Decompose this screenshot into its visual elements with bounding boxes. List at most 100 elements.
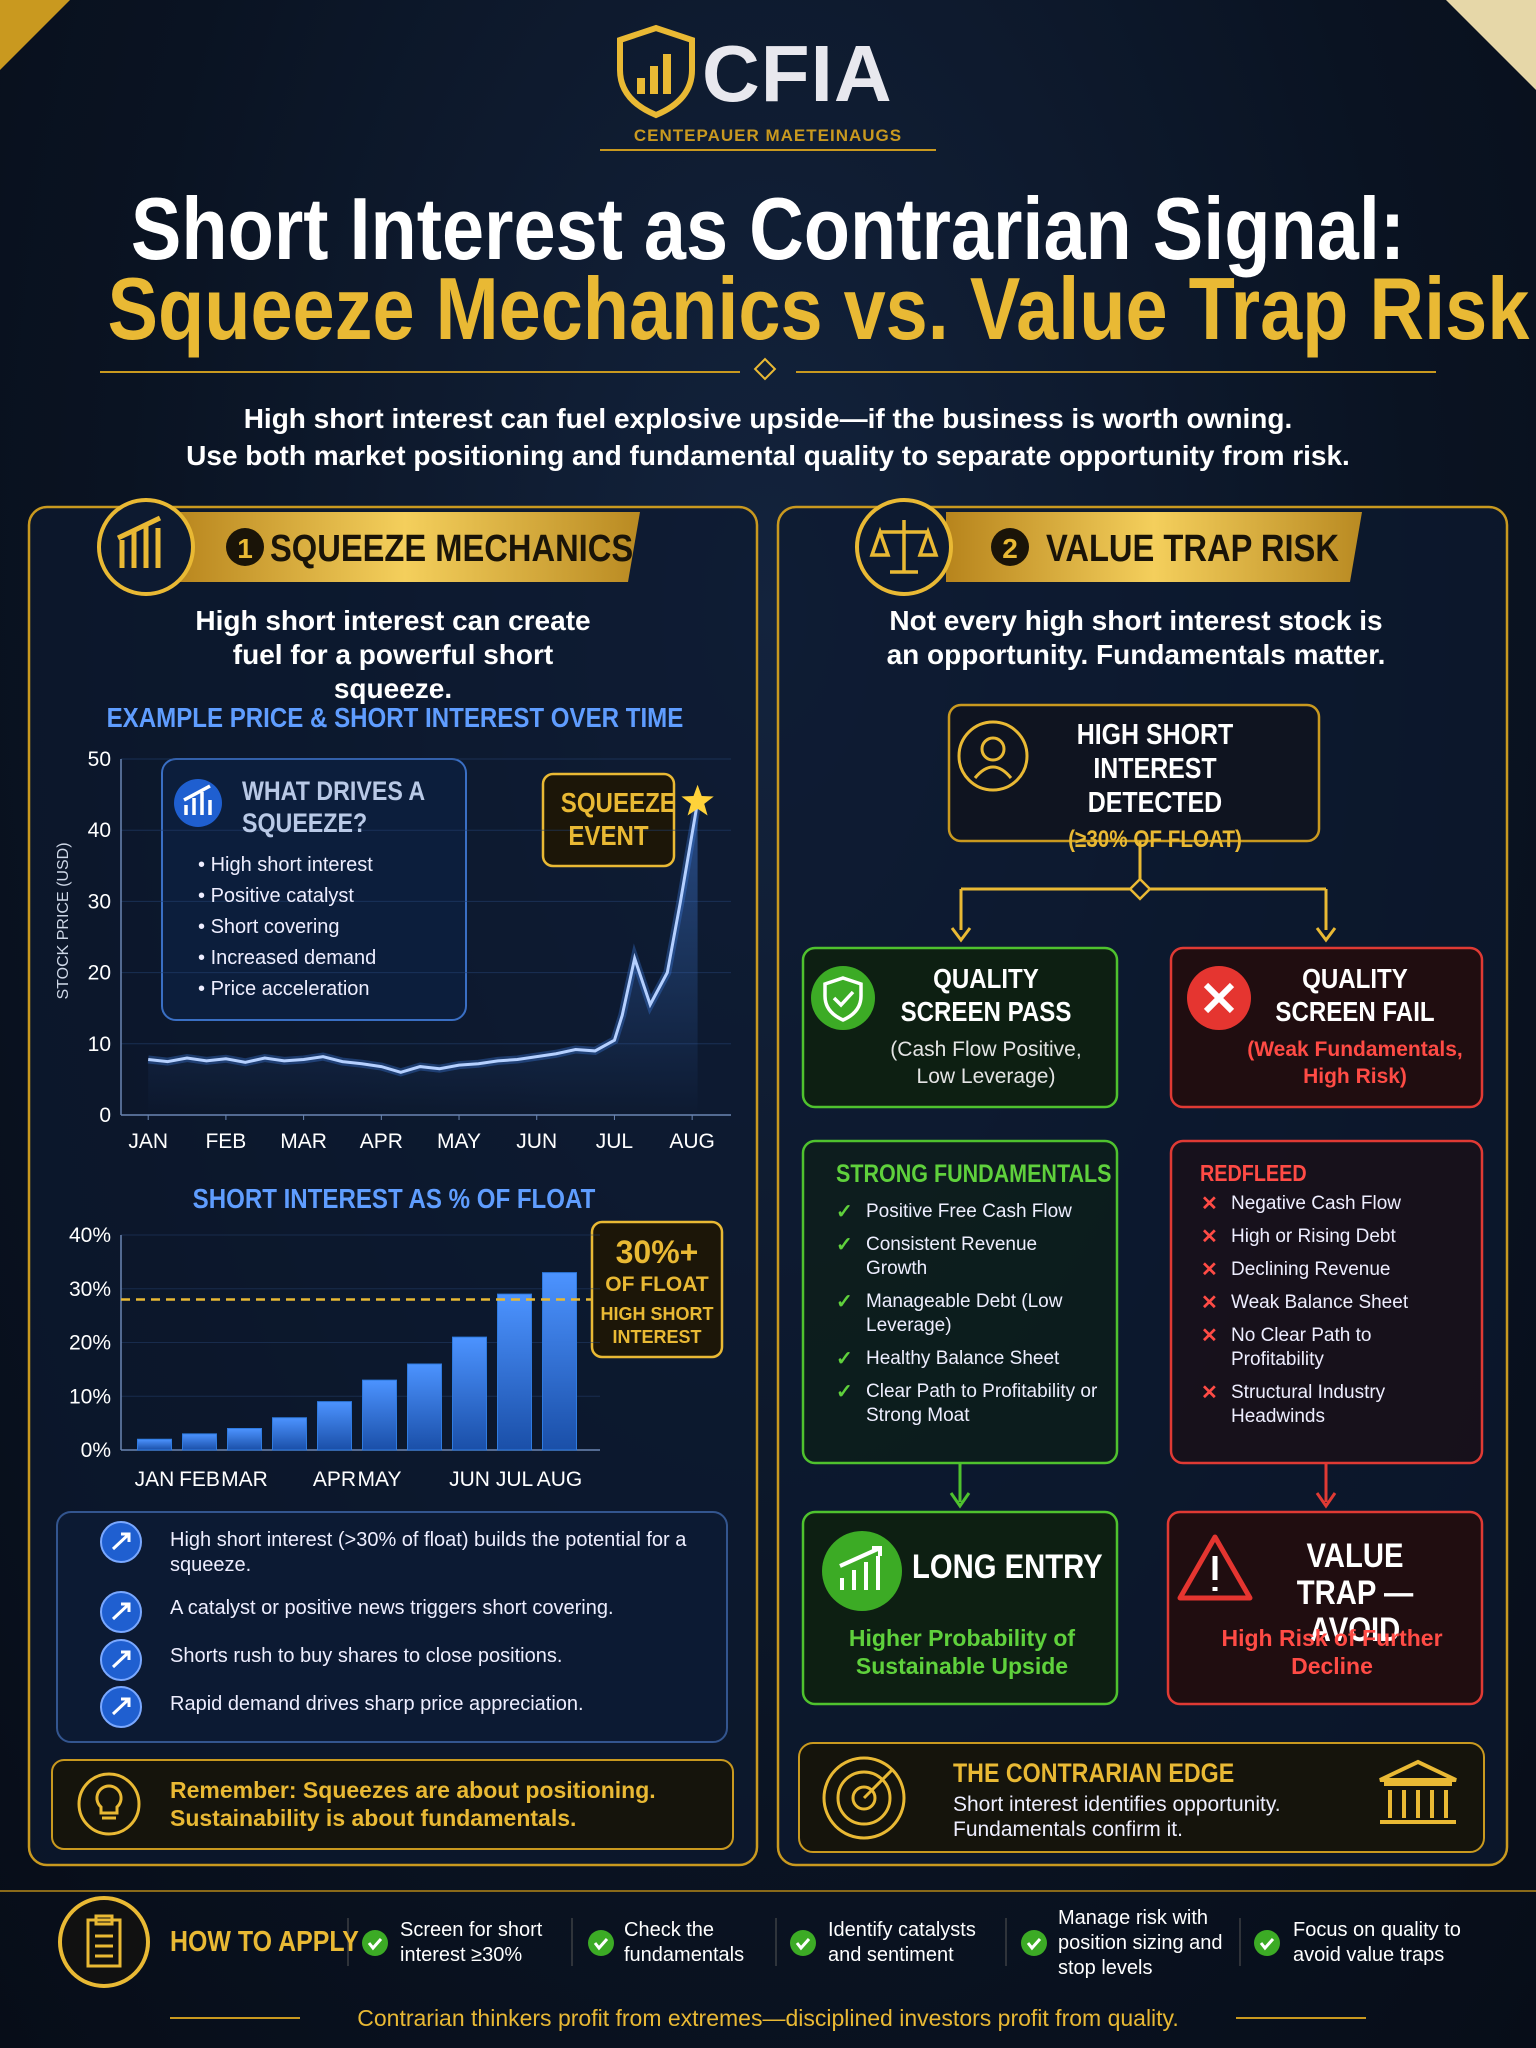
- strong-item: ✓ Manageable Debt (Low Leverage): [836, 1291, 1063, 1336]
- strong-item: ✓ Clear Path to Profitability or Strong M…: [836, 1381, 1098, 1426]
- x-tick-label: FEB: [205, 1130, 246, 1153]
- reminder: Remember: Squeezes are about positioning…: [170, 1777, 656, 1831]
- detect-icon: [957, 720, 1029, 792]
- bar: [272, 1417, 307, 1451]
- red-text: Weak Balance Sheet: [1231, 1292, 1409, 1313]
- pass: QUALITY SCREEN PASS (Cash Flow Positive,…: [875, 962, 1097, 1090]
- pass-box: [801, 946, 1119, 1109]
- bank-icon: [1379, 1759, 1457, 1824]
- bar: [497, 1293, 532, 1451]
- check: [367, 1938, 383, 1951]
- section-title: SQUEEZE MECHANICS: [270, 528, 634, 570]
- red-text: Structural Industry Headwinds: [1231, 1382, 1386, 1427]
- badge: [170, 512, 640, 582]
- strong-text: Consistent Revenue Growth: [866, 1234, 1038, 1279]
- connector-diamond: [1128, 877, 1152, 901]
- y-tick-label: 20%: [69, 1332, 111, 1355]
- subtitle-line: Use both market positioning and fundamen…: [186, 440, 1350, 471]
- avoid-note: High Risk of Further Decline: [1221, 1625, 1443, 1679]
- steps-box: [56, 1511, 728, 1743]
- area: [148, 801, 698, 1115]
- y-tick-label: 10: [88, 1033, 111, 1056]
- y-tick-label: 20: [88, 962, 111, 985]
- red-text: No Clear Path to Profitability: [1231, 1325, 1372, 1370]
- check-icon: [790, 1930, 816, 1956]
- logo-bar: [650, 66, 658, 94]
- clipboard: [86, 1914, 122, 1968]
- badge-number: [991, 528, 1029, 566]
- section-intro: Not every high short interest stock is a…: [886, 605, 1386, 670]
- avoid-title: VALUE TRAP — AVOID: [1296, 1537, 1414, 1649]
- chart-title: EXAMPLE PRICE & SHORT INTEREST OVER TIME: [106, 702, 684, 733]
- arrowhead: [950, 927, 1337, 943]
- target-ring: [851, 1785, 877, 1811]
- y-tick-label: 0%: [81, 1439, 111, 1462]
- red-item: ✕ No Clear Path to Profitability: [1201, 1325, 1372, 1370]
- warning-icon: [1177, 1534, 1253, 1601]
- x-tick-label: JUL: [496, 1468, 533, 1491]
- x-tick-label: AUG: [537, 1468, 583, 1491]
- x-tick-label: APR: [313, 1468, 356, 1491]
- bar: [317, 1401, 352, 1451]
- float-text: HIGH SHORT INTEREST: [600, 1304, 714, 1347]
- tagline: CENTEPAUER MAETEINAUGS: [633, 126, 903, 145]
- event-box: [541, 772, 676, 868]
- strong-list: ✓ Positive Free Cash Flow ✓ Consistent Rev…: [830, 1200, 1100, 1437]
- footer-icon: [58, 1896, 150, 1988]
- check: [1259, 1938, 1275, 1951]
- step: Shorts rush to buy shares to close posit…: [170, 1645, 563, 1667]
- strong-item: ✓ Positive Free Cash Flow: [836, 1201, 1072, 1223]
- footer-step: Check the fundamentals: [624, 1919, 745, 1966]
- user-icon: [980, 736, 1006, 762]
- callout-text: Increased demand: [210, 947, 377, 969]
- bulb: [95, 1784, 123, 1820]
- pass-title: QUALITY SCREEN PASS: [900, 963, 1072, 1027]
- bar: [227, 1428, 262, 1451]
- subtitle-line: High short interest can fuel explosive u…: [243, 403, 1293, 434]
- footer-step: Screen for short interest ≥30%: [400, 1919, 543, 1966]
- y-tick-label: 30: [88, 890, 111, 913]
- x-tick-label: JUL: [596, 1130, 633, 1153]
- x-tick-label: JUN: [516, 1130, 557, 1153]
- check-icon: [1021, 1930, 1047, 1956]
- red-item: ✕ Negative Cash Flow: [1201, 1193, 1402, 1215]
- step-glyph: [111, 1532, 131, 1551]
- red-item: ✕ Structural Industry Headwinds: [1201, 1382, 1386, 1427]
- check-icon: [588, 1930, 614, 1956]
- step-glyph: [111, 1697, 131, 1716]
- footer-step: Identify catalysts and sentiment: [828, 1919, 976, 1966]
- detect: HIGH SHORT INTEREST DETECTED (≥30% OF FL…: [1030, 718, 1280, 854]
- arrow: [1315, 1463, 1337, 1509]
- target-arrow: [862, 1768, 894, 1800]
- footer-step: Focus on quality to avoid value traps: [1293, 1919, 1461, 1966]
- red-text: High or Rising Debt: [1231, 1226, 1396, 1247]
- star: [681, 784, 714, 816]
- check: [593, 1938, 609, 1951]
- red-item: ✕ Declining Revenue: [1201, 1259, 1391, 1281]
- logo-bar: [663, 54, 671, 94]
- x-tick-label: MAR: [280, 1130, 327, 1153]
- float-value: 30%+: [615, 1234, 699, 1270]
- bar: [137, 1438, 172, 1451]
- y-tick-label: 40: [88, 819, 111, 842]
- detect-note: (≥30% OF FLOAT): [1068, 826, 1242, 853]
- check: [795, 1938, 811, 1951]
- icon-chart: [116, 515, 162, 568]
- step: A catalyst or positive news triggers sho…: [170, 1597, 614, 1619]
- x-tick-label: MAR: [221, 1468, 268, 1491]
- event-label: SQUEEZE EVENT: [560, 787, 676, 851]
- icon-chart: [839, 1546, 882, 1590]
- x-tick-label: APR: [360, 1130, 403, 1153]
- callout-item: • Short covering: [198, 916, 340, 938]
- bar: [452, 1336, 487, 1451]
- strong-text: Healthy Balance Sheet: [866, 1348, 1060, 1369]
- long-icon: [822, 1531, 902, 1611]
- corner: [0, 0, 70, 70]
- callout-text: High short interest: [210, 854, 373, 876]
- y-tick-label: 10%: [69, 1385, 111, 1408]
- strong-title: STRONG FUNDAMENTALS: [836, 1160, 1112, 1188]
- callout-list: • High short interest • Positive catalys…: [198, 850, 376, 1005]
- section-number: 1: [237, 533, 253, 564]
